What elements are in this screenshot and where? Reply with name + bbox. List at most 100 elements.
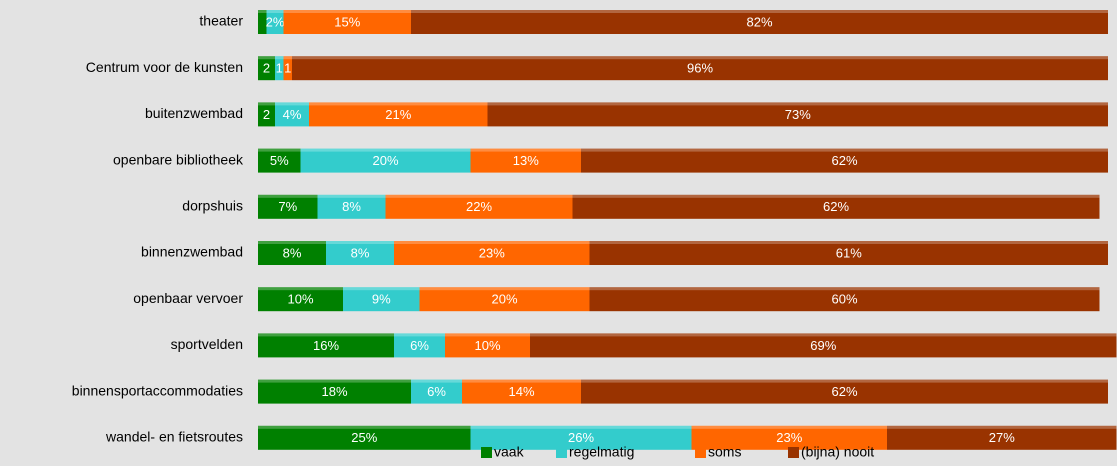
bar-top [589,241,1108,244]
bar-segment [258,56,275,81]
data-label: 8% [342,199,361,214]
data-label: 22% [466,199,492,214]
bar-top [589,287,1100,291]
bar-segment [470,425,692,450]
data-label: 2 [263,107,270,122]
data-label: 69% [810,338,836,353]
data-label: 10% [474,338,500,353]
bar-top [445,333,530,337]
bar-segment [275,56,284,81]
data-label: 15% [334,14,360,29]
bar-segment [385,194,573,219]
bar-top [691,425,887,429]
bar-top [572,194,1100,198]
data-label: 23% [479,245,505,260]
data-label: 4% [283,107,302,122]
bar-top [462,379,581,383]
data-label: 96% [687,61,713,76]
bar-top [317,194,386,198]
data-label: 20% [372,153,398,168]
bar-segment [283,10,411,34]
data-label: 5% [270,153,289,168]
bar-segment [691,425,887,450]
bar-segment [581,379,1108,404]
y-tick-label: openbare bibliotheek [113,151,244,167]
bar-segment [589,241,1108,265]
data-label: 14% [508,384,534,399]
data-label: 25% [351,430,377,445]
bar-top [530,333,1117,337]
bar-top [470,148,581,152]
bar-top [258,425,471,429]
bar-top [283,56,292,60]
bar-top [581,379,1108,383]
bar-top [258,56,275,60]
data-label: 73% [785,107,811,122]
bar-segment [411,379,462,404]
y-tick-label: Centrum voor de kunsten [86,59,243,75]
legend-swatch [695,447,706,458]
bar-top [470,425,692,429]
bar-segment [258,425,471,450]
bar-segment [887,425,1117,450]
bar-segment [394,241,590,265]
data-label: 18% [321,384,347,399]
bar-segment [589,287,1100,312]
y-tick-label: binnensportaccommodaties [72,382,243,398]
bar-top [887,425,1117,429]
data-label: 16% [313,338,339,353]
data-label: 26% [568,430,594,445]
legend-label: (bijna) nooit [801,444,874,460]
bar-top [258,102,275,106]
legend-label: vaak [494,444,525,460]
data-label: 20% [491,292,517,307]
legend-label: soms [708,444,741,460]
bar-segment [394,333,445,358]
bar-segment [275,102,309,127]
bar-segment [258,102,275,127]
bar-segment [292,56,1108,81]
bar-top [258,148,301,152]
data-label: 7% [278,199,297,214]
bar-top [266,10,284,13]
data-label: 82% [746,14,772,29]
data-label: 8% [283,245,302,260]
bar-segment [581,148,1108,173]
data-label: 21% [385,107,411,122]
bar-segment [258,194,318,219]
bar-top [411,10,1108,13]
legend-swatch [788,447,799,458]
bar-segment [258,379,411,404]
bar-top [292,56,1108,60]
bar-segment [530,333,1117,358]
bar-top [309,102,488,106]
bar-top [326,241,394,244]
data-label: 13% [513,153,539,168]
y-tick-label: theater [199,13,243,29]
bar-segment [300,148,471,173]
bar-segment [487,102,1108,127]
data-label: 62% [831,153,857,168]
bar-top [394,333,445,337]
bar-top [258,10,267,13]
bar-top [394,241,590,244]
bar-segment [283,56,292,81]
bar-segment [419,287,590,312]
data-label: 10% [287,292,313,307]
bar-top [385,194,573,198]
data-label: 1 [276,61,283,76]
bar-segment [258,241,326,265]
bar-segment [258,148,301,173]
bar-top [411,379,462,383]
bar-top [258,194,318,198]
bar-top [300,148,471,152]
bar-top [419,287,590,291]
bar-segment [411,10,1108,34]
bar-top [581,148,1108,152]
bar-segment [326,241,394,265]
data-label: 27% [989,430,1015,445]
data-label: 62% [831,384,857,399]
bar-top [343,287,420,291]
bar-segment [445,333,530,358]
